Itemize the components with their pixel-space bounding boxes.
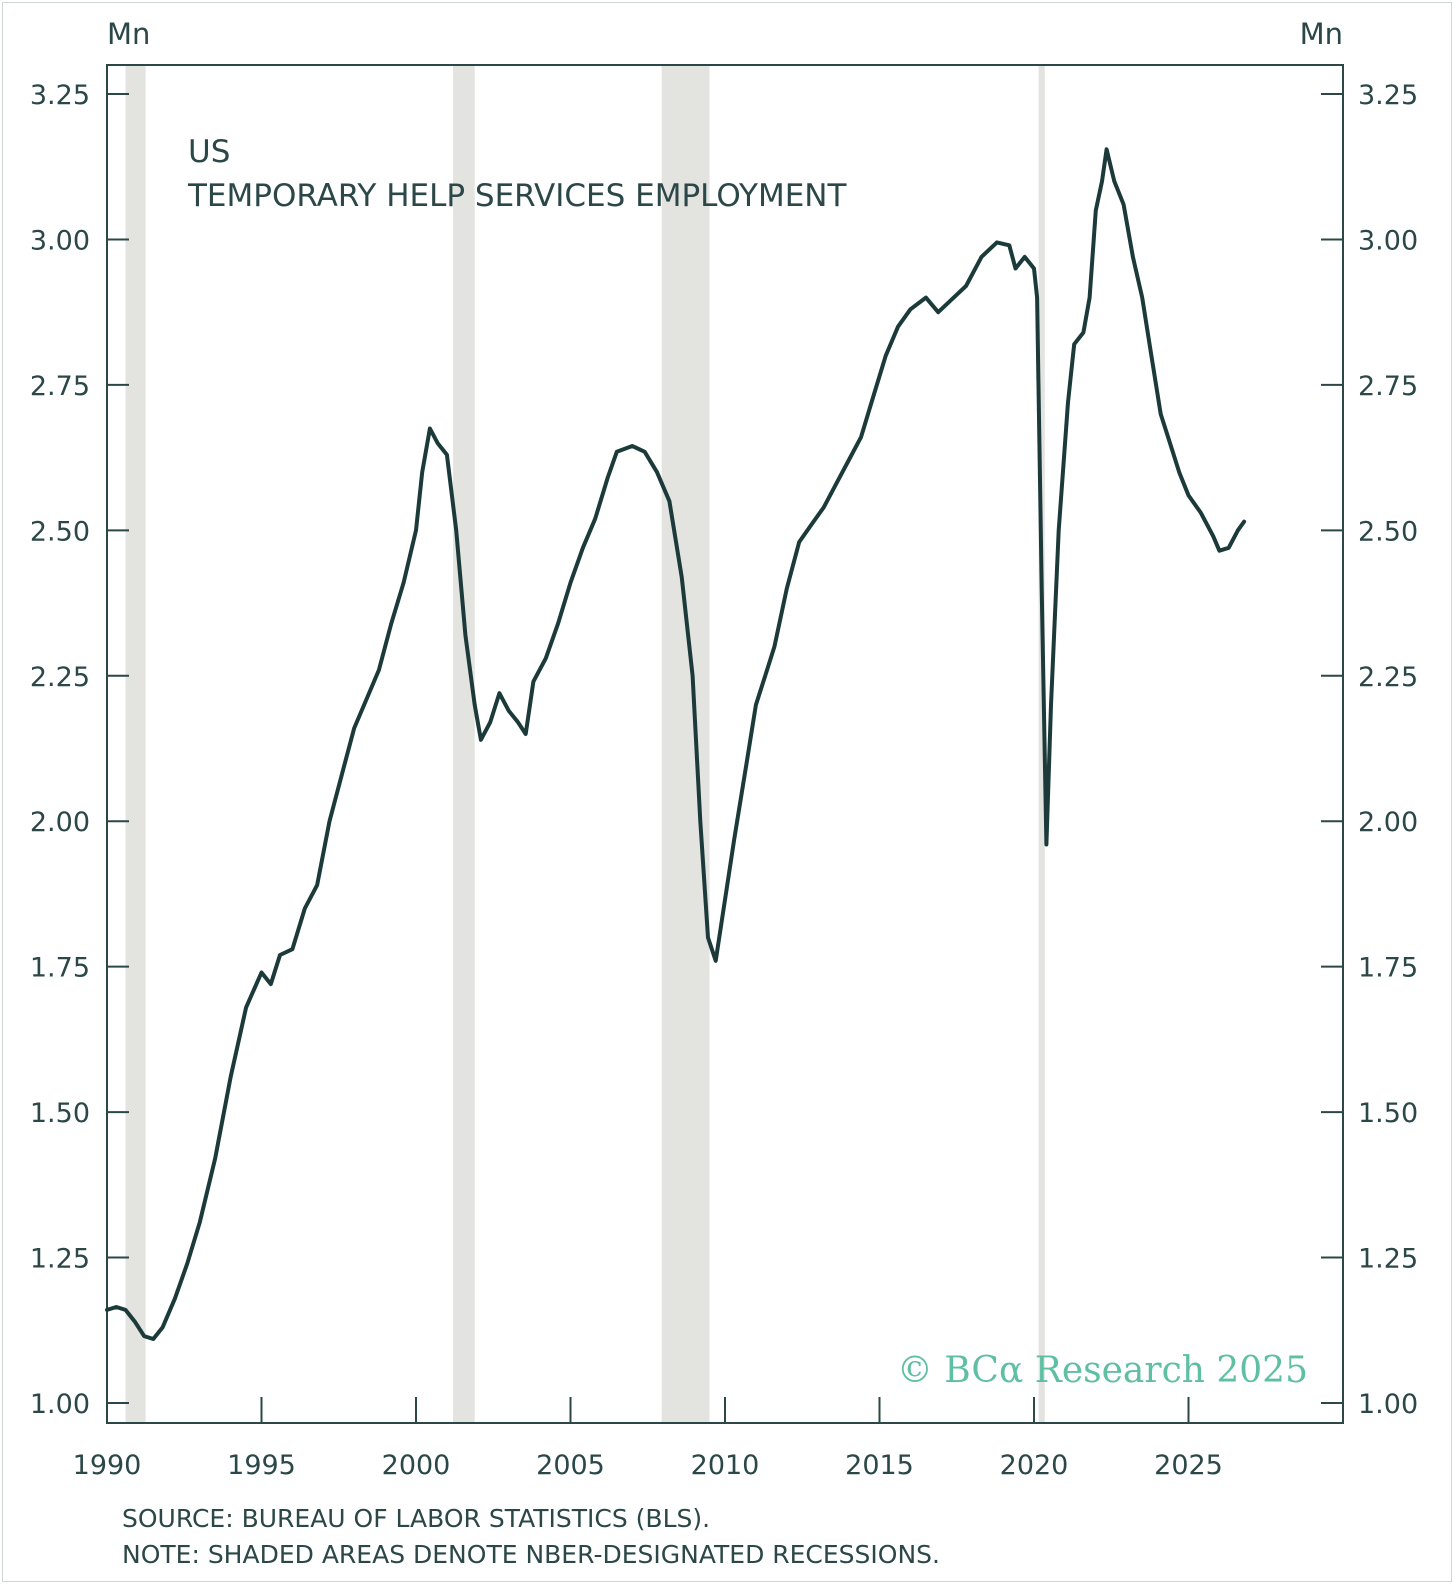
y-tick-label-right-5: 2.25 (1358, 662, 1418, 693)
series-line-1 (105, 147, 1247, 1341)
recession-band-2 (453, 66, 475, 1422)
y-tick-label-right-0: 1.00 (1358, 1389, 1418, 1420)
y-tick-label-right-3: 1.75 (1358, 953, 1418, 984)
recession-band-1 (125, 66, 146, 1422)
axis-ticks: 1.00 1.00 1.25 1.25 1.50 1.50 1.75 1.75 2.00 2.00… (30, 80, 1418, 1481)
left-axis-unit: Mn (107, 17, 150, 51)
x-tick-label-3: 2005 (536, 1450, 605, 1481)
x-tick-label-6: 2020 (1000, 1450, 1069, 1481)
x-tick-label-2: 2000 (382, 1450, 451, 1481)
y-tick-label-left-9: 3.25 (30, 80, 90, 111)
y-tick-label-right-1: 1.25 (1358, 1244, 1418, 1275)
brand-watermark: © BCα Research 2025 (897, 1350, 1308, 1391)
y-tick-label-left-0: 1.00 (30, 1389, 90, 1420)
x-tick-label-4: 2010 (691, 1450, 760, 1481)
plot-area-border (106, 64, 1344, 1424)
y-tick-label-left-2: 1.50 (30, 1098, 90, 1129)
y-tick-label-right-7: 2.75 (1358, 371, 1418, 402)
y-tick-label-left-8: 3.00 (30, 225, 90, 256)
y-tick-label-left-4: 2.00 (30, 807, 90, 838)
x-tick-label-7: 2025 (1154, 1450, 1223, 1481)
y-tick-label-right-6: 2.50 (1358, 516, 1418, 547)
recession-note: NOTE: SHADED AREAS DENOTE NBER-DESIGNATE… (122, 1540, 940, 1569)
y-tick-label-left-5: 2.25 (30, 662, 90, 693)
right-axis-unit: Mn (1300, 17, 1343, 51)
x-tick-label-0: 1990 (73, 1450, 142, 1481)
y-tick-label-left-7: 2.75 (30, 371, 90, 402)
x-tick-label-5: 2015 (845, 1450, 914, 1481)
y-tick-label-left-3: 1.75 (30, 953, 90, 984)
recession-band-4 (1038, 66, 1045, 1422)
y-tick-label-left-6: 2.50 (30, 516, 90, 547)
recession-band-3 (661, 66, 710, 1422)
recession-bands (125, 66, 1045, 1422)
x-tick-label-1: 1995 (227, 1450, 296, 1481)
source-note: SOURCE: BUREAU OF LABOR STATISTICS (BLS)… (122, 1504, 710, 1533)
y-tick-label-right-8: 3.00 (1358, 225, 1418, 256)
y-tick-label-right-2: 1.50 (1358, 1098, 1418, 1129)
y-tick-label-left-1: 1.25 (30, 1244, 90, 1275)
chart-subtitle: TEMPORARY HELP SERVICES EMPLOYMENT (187, 178, 847, 214)
chart-title: US (188, 134, 230, 170)
y-tick-label-right-4: 2.00 (1358, 807, 1418, 838)
y-tick-label-right-9: 3.25 (1358, 80, 1418, 111)
series-lines (105, 147, 1247, 1341)
